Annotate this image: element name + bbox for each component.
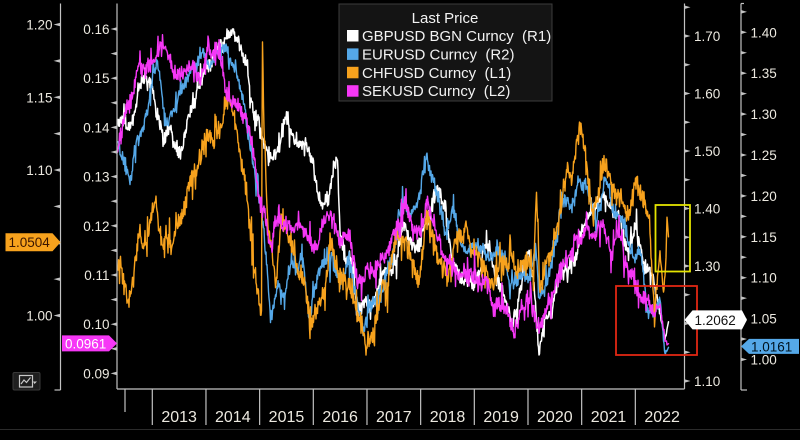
svg-text:1.10: 1.10 bbox=[751, 271, 777, 286]
svg-text:0.15: 0.15 bbox=[83, 71, 109, 86]
svg-text:1.05: 1.05 bbox=[751, 312, 777, 327]
svg-text:2015: 2015 bbox=[269, 409, 305, 426]
svg-text:1.00: 1.00 bbox=[26, 309, 52, 324]
svg-text:GBPUSD BGN Curncy (R1): GBPUSD BGN Curncy (R1) bbox=[362, 28, 551, 45]
svg-text:0.13: 0.13 bbox=[83, 170, 109, 185]
svg-text:2022: 2022 bbox=[644, 409, 680, 426]
svg-text:1.70: 1.70 bbox=[694, 29, 720, 44]
svg-text:2019: 2019 bbox=[483, 409, 519, 426]
svg-text:2018: 2018 bbox=[430, 409, 466, 426]
svg-text:1.35: 1.35 bbox=[751, 66, 777, 81]
svg-text:2017: 2017 bbox=[376, 409, 412, 426]
svg-text:1.40: 1.40 bbox=[694, 202, 720, 217]
svg-text:EURUSD Curncy (R2): EURUSD Curncy (R2) bbox=[362, 46, 515, 63]
svg-text:1.30: 1.30 bbox=[694, 259, 720, 274]
svg-text:1.60: 1.60 bbox=[694, 87, 720, 102]
svg-text:SEKUSD Curncy (L2): SEKUSD Curncy (L2) bbox=[362, 83, 510, 100]
svg-text:2016: 2016 bbox=[322, 409, 358, 426]
svg-text:1.30: 1.30 bbox=[751, 107, 777, 122]
svg-text:2021: 2021 bbox=[591, 409, 627, 426]
svg-text:0.0961: 0.0961 bbox=[65, 336, 106, 351]
svg-text:2013: 2013 bbox=[161, 409, 197, 426]
svg-text:2020: 2020 bbox=[537, 409, 573, 426]
svg-text:1.0161: 1.0161 bbox=[751, 339, 792, 354]
svg-text:1.20: 1.20 bbox=[751, 189, 777, 204]
svg-text:1.00: 1.00 bbox=[751, 353, 777, 368]
svg-text:0.11: 0.11 bbox=[84, 268, 109, 283]
svg-text:1.20: 1.20 bbox=[26, 18, 52, 33]
svg-text:1.50: 1.50 bbox=[694, 144, 720, 159]
svg-text:1.2062: 1.2062 bbox=[695, 313, 736, 328]
svg-text:1.25: 1.25 bbox=[751, 148, 777, 163]
svg-text:0.14: 0.14 bbox=[83, 120, 110, 135]
svg-text:1.10: 1.10 bbox=[26, 163, 52, 178]
svg-text:1.0504: 1.0504 bbox=[9, 235, 51, 250]
svg-text:1.40: 1.40 bbox=[751, 25, 777, 40]
svg-text:1.15: 1.15 bbox=[751, 230, 777, 245]
svg-text:Last Price: Last Price bbox=[412, 10, 479, 27]
svg-text:0.16: 0.16 bbox=[83, 22, 109, 37]
svg-text:2014: 2014 bbox=[215, 409, 251, 426]
svg-text:0.09: 0.09 bbox=[83, 366, 109, 381]
svg-text:0.12: 0.12 bbox=[83, 219, 109, 234]
svg-text:CHFUSD Curncy (L1): CHFUSD Curncy (L1) bbox=[362, 65, 511, 82]
svg-text:1.15: 1.15 bbox=[26, 90, 52, 105]
svg-text:1.10: 1.10 bbox=[694, 374, 720, 389]
svg-text:0.10: 0.10 bbox=[83, 317, 109, 332]
